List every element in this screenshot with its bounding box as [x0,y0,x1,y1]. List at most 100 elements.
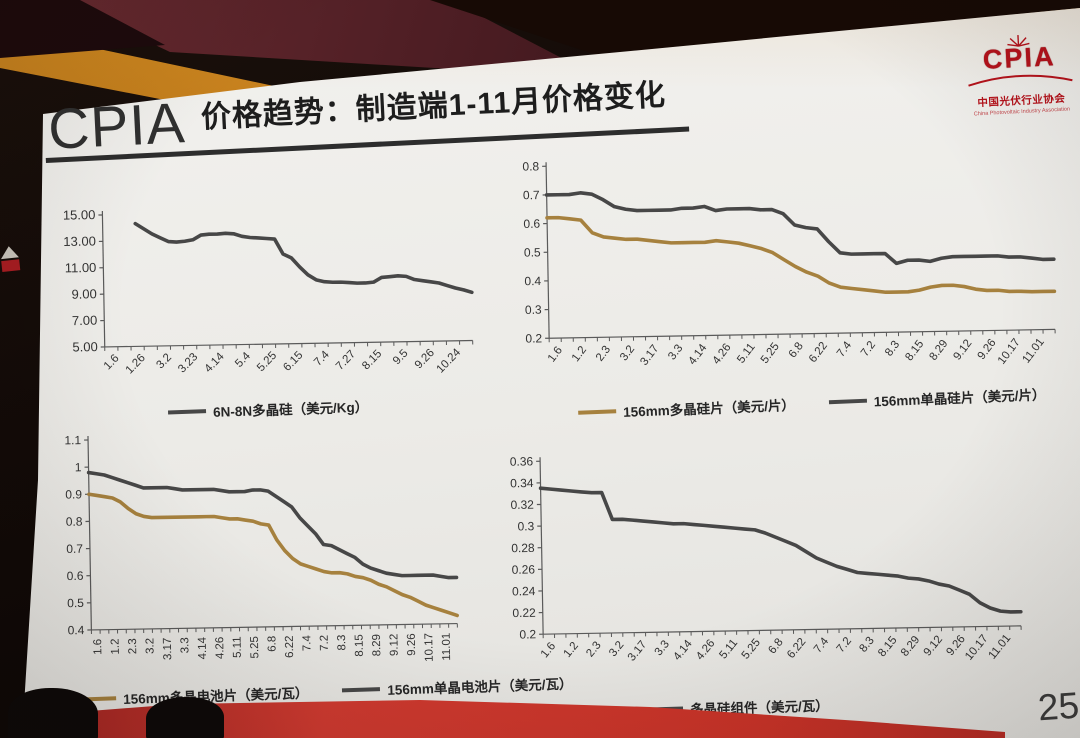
wall-logo-red-bar [1,259,21,273]
y-tick-label: 0.3 [517,519,534,533]
x-tick-label: 6.8 [266,636,278,652]
x-tick-label: 7.4 [312,348,332,368]
series-line-1 [86,470,459,580]
x-tick-label: 9.12 [922,634,945,659]
y-tick-label: 0.8 [522,159,539,173]
x-tick-label: 4.14 [686,342,709,368]
x-tick-label: 3.17 [638,343,661,368]
chart-canvas: 0.2 0.3 0.4 0.5 0.6 0.7 0.8 1.6 1.2 2.3 3.2 3.17 3.3… [522,159,1057,368]
cpia-logo: CPIA 中国光伏行业协会 China Photovoltaic Industr… [960,31,1080,118]
y-tick-label: 0.24 [512,584,536,598]
y-tick-label: 0.8 [66,515,83,529]
sunburst-icon [1007,35,1030,47]
x-tick-label: 7.4 [301,634,313,651]
x-tick-label: 6.8 [766,636,785,656]
x-tick-label: 3.2 [154,352,174,372]
chart-canvas: 5.00 7.00 9.00 11.00 13.00 15.00 1.6 1.26 3.2 3.2… [63,207,474,376]
x-tick-label: 8.15 [354,634,366,657]
y-tick-label: 11.00 [65,260,97,276]
x-tick-label: 9.5 [391,347,411,367]
x-tick-label: 4.26 [711,342,734,367]
y-tick-label: 9.00 [71,286,97,301]
x-tick-label: 10.17 [963,633,990,663]
x-tick-label: 9.12 [388,634,400,657]
y-tick-label: 0.5 [524,245,541,259]
x-tick-label: 8.15 [903,338,926,363]
y-tick-label: 0.6 [523,217,540,231]
x-tick-label: 4.14 [197,636,209,659]
x-tick-label: 1.6 [539,640,558,660]
y-tick-label: 0.26 [512,562,536,576]
y-tick-label: 0.7 [66,542,83,556]
y-tick-label: 15.00 [63,207,96,223]
series-line-0 [545,215,1057,295]
x-tick-label: 4.26 [694,638,717,663]
x-tick-label: 7.4 [835,339,855,359]
x-tick-label: 6.15 [281,349,305,373]
y-tick-label: 0.28 [511,541,535,555]
x-tick-label: 3.2 [618,343,637,363]
x-tick-label: 5.25 [249,636,261,659]
x-tick-label: 2.3 [127,638,139,654]
chart-wafer-price: 0.2 0.3 0.4 0.5 0.6 0.7 0.8 1.6 1.2 2.3 3.2 3.17 3.3… [510,145,1070,397]
x-tick-label: 8.3 [336,634,348,650]
x-tick-label: 2.3 [584,640,603,660]
chart-canvas: 0.2 0.22 0.24 0.26 0.28 0.3 0.32 0.34 0.36 1.6 1.2… [510,454,1023,664]
x-tick-label: 7.27 [334,348,358,372]
y-tick-label: 13.00 [63,233,96,249]
x-tick-label: 1.6 [546,345,565,365]
x-tick-label: 8.15 [360,348,384,372]
chart-canvas: 0.4 0.5 0.6 0.7 0.8 0.9 1 1.1 1.6 1.2 2.3 3.2 3.17 3.… [64,433,459,662]
chart-cell-price: 0.4 0.5 0.6 0.7 0.8 0.9 1 1.1 1.6 1.2 2.3 3.2 3.17 3.… [48,420,472,679]
y-tick-label: 1 [75,460,82,474]
x-tick-label: 8.29 [899,634,922,659]
x-tick-label: 11.01 [986,632,1013,661]
axes [98,210,474,351]
x-tick-label: 9.26 [976,337,999,362]
x-tick-label: 11.01 [441,633,453,661]
x-tick-label: 1.6 [92,639,104,655]
legend-line-swatch [578,409,617,415]
y-tick-label: 0.34 [510,476,534,490]
x-tick-label: 3.17 [626,639,649,664]
x-tick-label: 8.3 [857,635,876,655]
x-tick-label: 1.2 [570,344,589,364]
x-tick-label: 1.26 [124,352,148,376]
chart-module-price: 0.2 0.22 0.24 0.26 0.28 0.3 0.32 0.34 0.36 1.6 1.2… [494,437,1072,697]
chart-polysilicon-price: 5.00 7.00 9.00 11.00 13.00 15.00 1.6 1.26 3.2 3.2… [56,192,490,414]
x-tick-label: 8.29 [371,634,383,657]
y-tick-label: 1.1 [64,433,81,447]
audience-head-silhouette [8,688,98,738]
y-tick-label: 0.32 [510,498,534,512]
y-tick-label: 0.4 [524,274,541,288]
legend-line-swatch [167,409,207,415]
x-tick-label: 9.26 [406,633,418,656]
legend-line-swatch [828,398,867,405]
x-tick-label: 7.2 [835,635,854,655]
x-tick-label: 4.14 [671,637,695,662]
x-tick-label: 7.2 [319,635,331,651]
x-tick-label: 3.2 [607,639,626,659]
x-tick-label: 1.2 [562,640,581,660]
x-tick-label: 7.2 [859,339,878,359]
x-tick-label: 5.11 [735,341,758,365]
x-tick-label: 4.26 [214,637,226,660]
y-tick-label: 5.00 [72,339,98,354]
x-tick-label: 9.26 [413,347,437,371]
x-tick-label: 6.8 [787,340,806,360]
series-line-0 [87,492,459,618]
y-tick-label: 0.6 [67,569,84,583]
y-tick-label: 0.2 [519,627,536,641]
audience-head-silhouette [146,697,224,738]
tick-labels: 0.4 0.5 0.6 0.7 0.8 0.9 1 1.1 1.6 1.2 2.3 3.2 3.17 3.… [64,433,453,662]
x-tick-label: 9.12 [951,337,974,362]
tick-labels: 5.00 7.00 9.00 11.00 13.00 15.00 1.6 1.26 3.2 3.2… [63,207,464,376]
axes [536,457,1022,639]
y-tick-label: 0.4 [68,623,85,637]
slide-page-number: 25 [1036,684,1080,729]
axes [542,162,1056,343]
y-tick-label: 0.3 [525,303,542,317]
y-tick-label: 7.00 [72,313,98,328]
